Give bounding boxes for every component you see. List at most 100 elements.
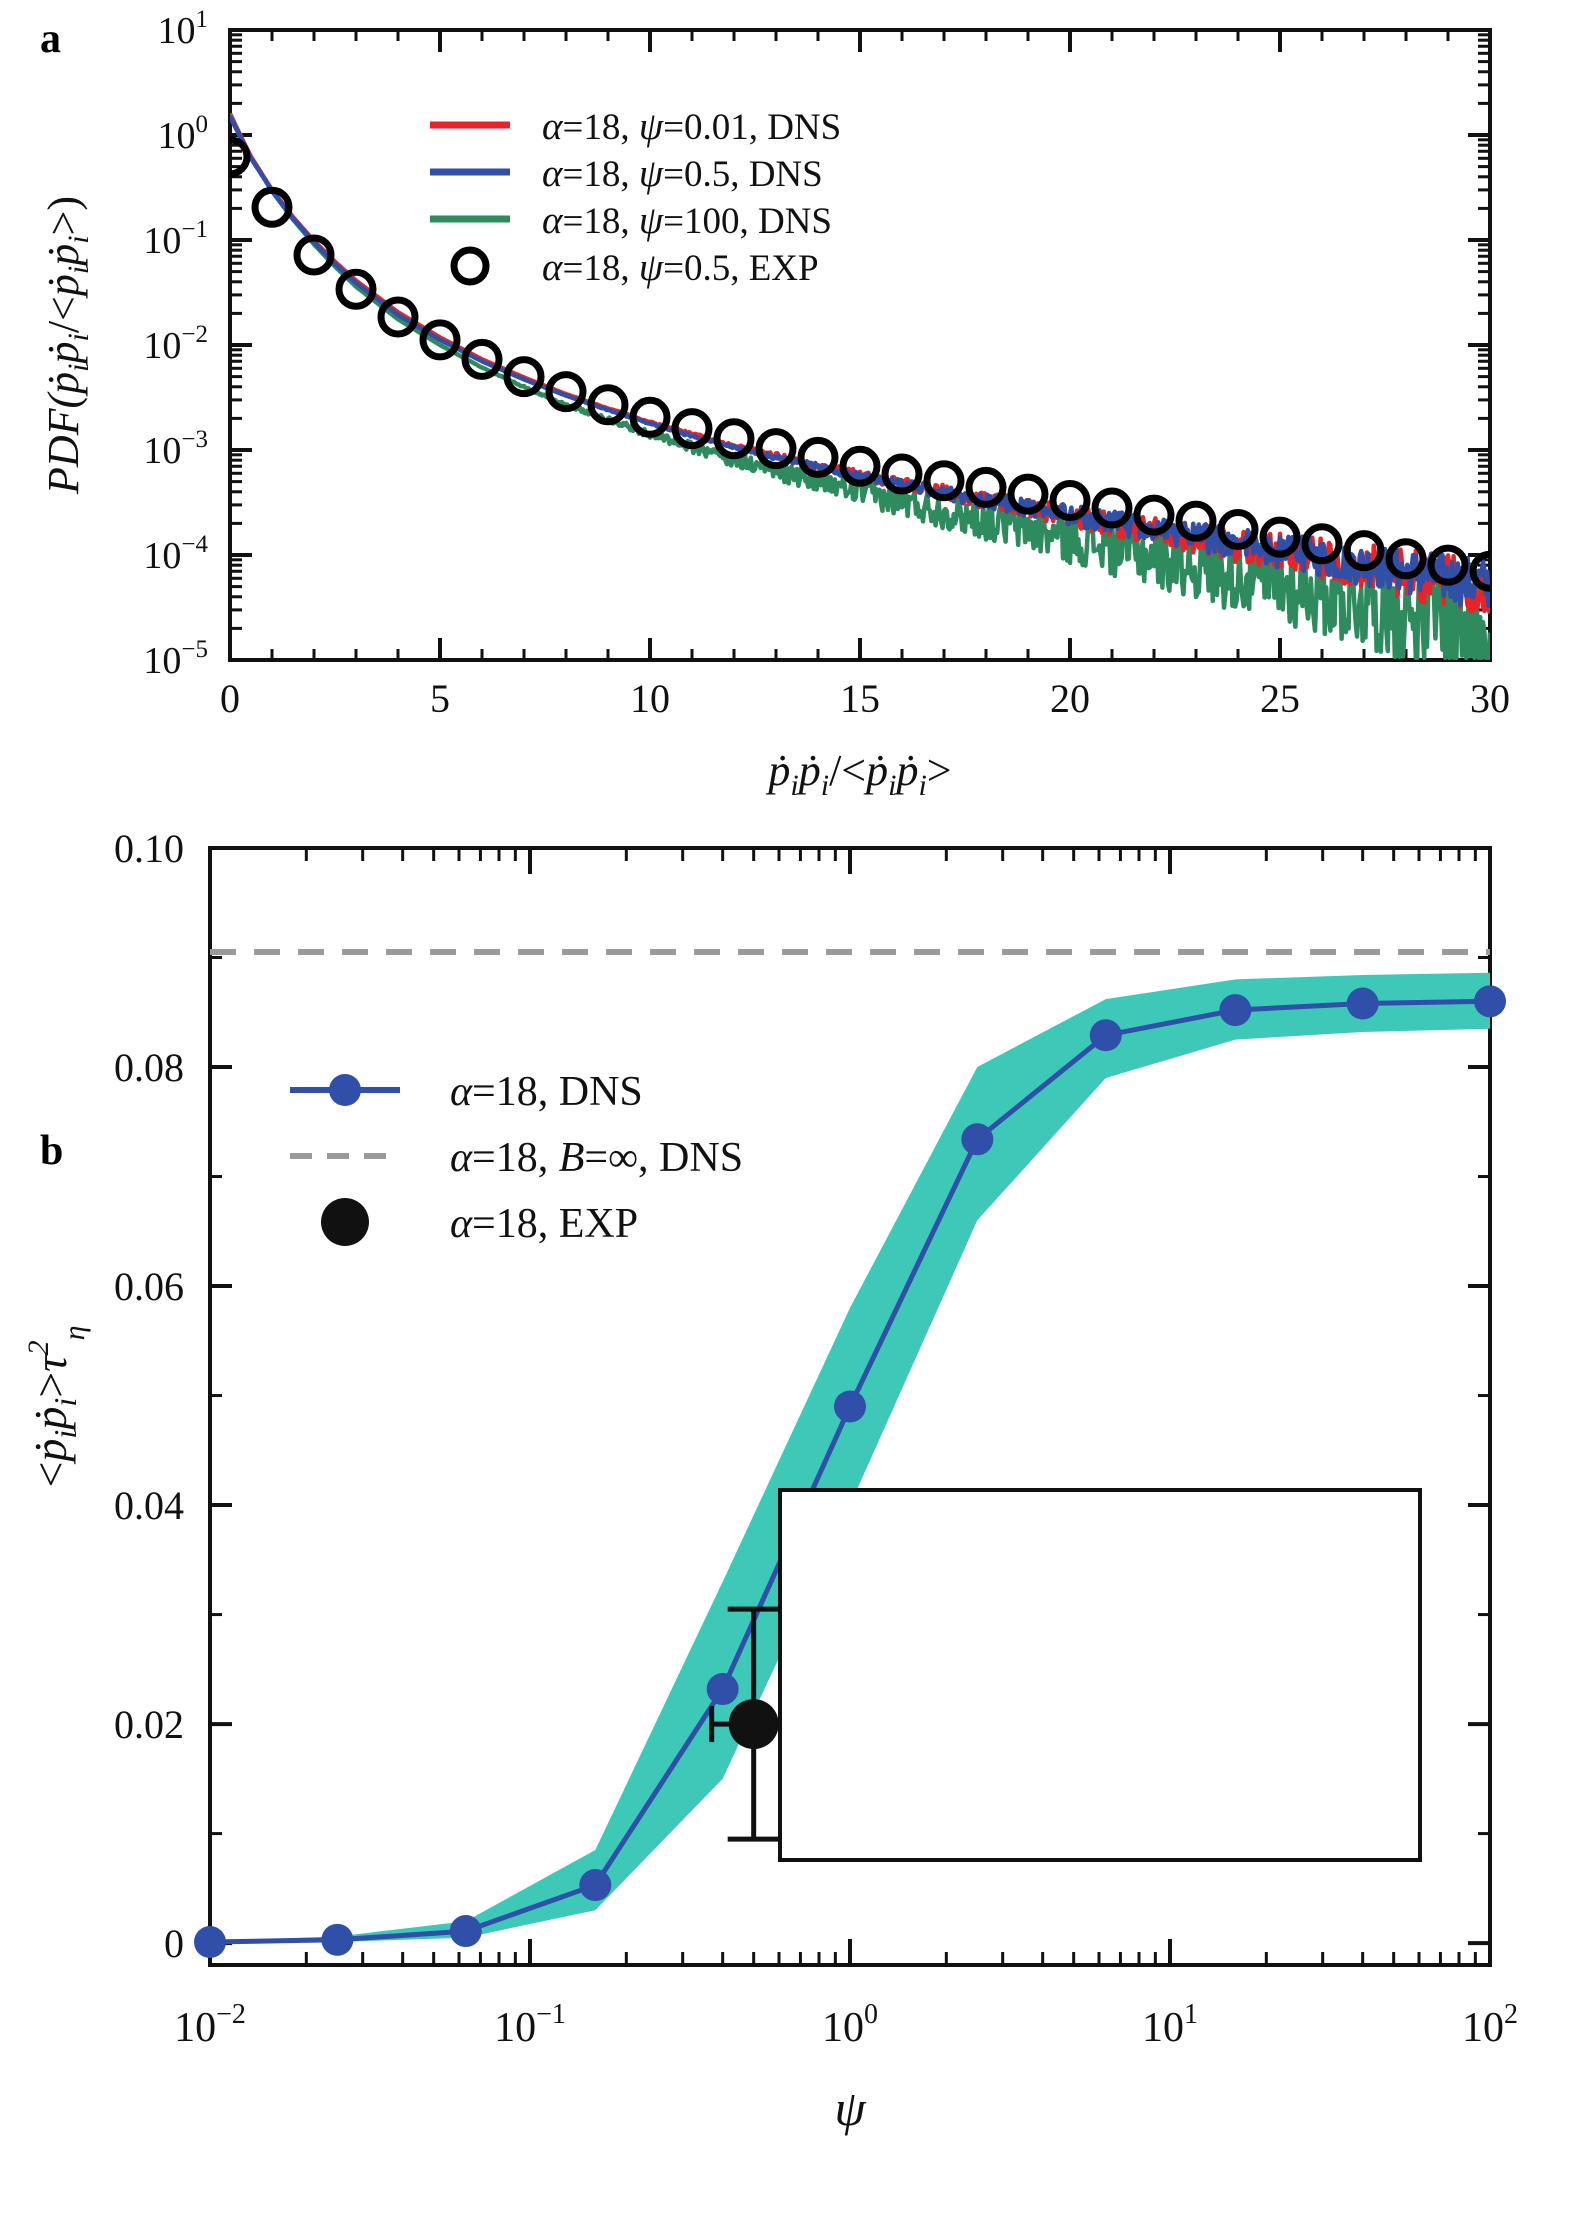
x-tick-label: 15 <box>840 676 880 721</box>
open-circle-marker <box>1259 516 1301 558</box>
svg-text:100: 100 <box>822 1999 878 2051</box>
open-circle-marker <box>965 466 1007 508</box>
y-tick-label: 10−4 <box>143 531 208 577</box>
svg-text:102: 102 <box>1462 1999 1518 2051</box>
x-axis-label: ṗiṗi/<ṗiṗi> <box>765 746 951 800</box>
x-tick-label: 20 <box>1050 676 1090 721</box>
data-point-marker <box>961 1123 994 1156</box>
data-point-marker <box>1089 1019 1122 1052</box>
x-tick-label: 25 <box>1260 676 1300 721</box>
svg-text:10−5: 10−5 <box>143 636 208 682</box>
y-tick-label: 0.04 <box>114 1483 184 1528</box>
panel-a-letter: a <box>40 16 61 62</box>
legend-label: α=18, EXP <box>450 1201 638 1247</box>
open-circle-marker <box>251 186 293 228</box>
svg-text:<ṗiṗi>τ2η: <ṗiṗi>τ2η <box>22 1325 91 1487</box>
y-tick-label: 10−5 <box>143 636 208 682</box>
open-circle-marker <box>1343 530 1385 572</box>
x-tick-label: 0 <box>220 676 240 721</box>
data-point-marker <box>194 1926 226 1959</box>
open-circle-marker <box>419 319 461 361</box>
x-tick-label: 5 <box>430 676 450 721</box>
open-circle-marker <box>1385 538 1427 580</box>
y-tick-label: 0.06 <box>114 1264 184 1309</box>
open-circle-marker <box>377 296 419 338</box>
open-circle-marker <box>1091 487 1133 529</box>
x-tick-label: 30 <box>1470 676 1510 721</box>
open-circle-marker <box>1049 480 1091 522</box>
data-point-marker <box>1474 985 1506 1018</box>
open-circle-marker <box>335 268 377 310</box>
svg-text:10−1: 10−1 <box>143 216 208 262</box>
y-axis-label: <ṗiṗi>τ2η <box>22 1325 91 1487</box>
exp-filled-circle <box>728 1699 779 1750</box>
open-circle-marker <box>545 371 587 413</box>
open-circle-marker <box>1469 550 1490 592</box>
y-axis-label: PDF(ṗiṗi/<ṗiṗi>) <box>39 196 95 495</box>
x-tick-label: 10−2 <box>174 1999 246 2051</box>
open-circle-marker <box>587 384 629 426</box>
legend-swatch-filled-circle <box>321 1198 369 1246</box>
svg-text:10−4: 10−4 <box>143 531 208 577</box>
data-point-marker <box>579 1869 612 1902</box>
legend-label: α=18, ψ=0.5, DNS <box>542 152 823 195</box>
open-circle-marker <box>1427 544 1469 586</box>
y-tick-label: 10−3 <box>143 426 208 472</box>
panel-b-legend: α=18, DNS α=18, B=∞, DNS α=18, EXP <box>290 1069 743 1247</box>
y-tick-label: 0.10 <box>114 826 184 871</box>
legend-label: α=18, ψ=0.5, EXP <box>542 246 819 289</box>
curves <box>230 112 1490 660</box>
series-line <box>230 115 1490 608</box>
open-circle-marker <box>713 418 755 460</box>
y-tick-label: 10−1 <box>143 216 208 262</box>
legend-label: α=18, B=∞, DNS <box>450 1135 743 1181</box>
series-line <box>230 112 1490 660</box>
svg-text:10−3: 10−3 <box>143 426 208 472</box>
x-tick-label: 102 <box>1462 1999 1518 2051</box>
panel-b-canvas: 0.10 0.08 0.06 0.04 0.02 0 10−2 10−1 100 101 102 α=… <box>22 826 1518 2136</box>
panel-a: a 101 100 10−1 10−2 10−3 10−4 10−5 0 5 10 15 20 25 30… <box>0 0 1575 800</box>
svg-text:10−1: 10−1 <box>494 1999 566 2051</box>
svg-text:10−2: 10−2 <box>174 1999 246 2051</box>
exp-markers <box>230 136 1490 592</box>
x-axis-label: ψ <box>834 2080 866 2136</box>
svg-text:PDF(ṗiṗi/<ṗiṗi>): PDF(ṗiṗi/<ṗiṗi>) <box>39 196 95 495</box>
legend-label: α=18, ψ=0.01, DNS <box>542 105 841 148</box>
open-circle-marker <box>1133 494 1175 536</box>
y-tick-label: 0 <box>164 1921 184 1966</box>
panel-a-plot: 101 100 10−1 10−2 10−3 10−4 10−5 0 5 10 15 20 25 30 α=… <box>39 6 1510 800</box>
legend-label: α=18, ψ=100, DNS <box>542 199 832 242</box>
panel-b-plot: 0.10 0.08 0.06 0.04 0.02 0 10−2 10−1 100 101 102 α=… <box>22 826 1518 2136</box>
data-point-marker <box>834 1390 866 1423</box>
open-circle-marker <box>230 136 251 178</box>
x-tick-label: 100 <box>822 1999 878 2051</box>
open-circle-marker <box>629 396 671 438</box>
legend-swatch-circle <box>329 1074 361 1106</box>
open-circle-marker <box>797 436 839 478</box>
open-circle-marker <box>1301 523 1343 565</box>
y-tick-label: 0.02 <box>114 1702 184 1747</box>
svg-text:101: 101 <box>1142 1999 1198 2051</box>
open-circle-marker <box>293 234 335 276</box>
open-circle-marker <box>881 453 923 495</box>
data-point-marker <box>1219 994 1252 1027</box>
x-tick-label: 101 <box>1142 1999 1198 2051</box>
data-point-marker <box>321 1923 354 1956</box>
legend-label: α=18, DNS <box>450 1069 643 1115</box>
legend-swatch-circle <box>450 246 490 286</box>
open-circle-marker <box>755 428 797 470</box>
svg-text:10−2: 10−2 <box>143 321 208 367</box>
panel-b: b 0.10 0.08 0.06 0.04 0.02 0 10−2 10−1 100 101 102… <box>0 800 1575 2215</box>
svg-text:101: 101 <box>158 6 209 52</box>
open-circle-marker <box>839 445 881 487</box>
panel-b-letter: b <box>40 1128 64 1174</box>
open-circle-marker <box>461 338 503 380</box>
open-circle-marker <box>1175 500 1217 542</box>
svg-text:100: 100 <box>158 111 209 157</box>
data-point-marker <box>706 1673 739 1706</box>
y-tick-label: 101 <box>158 6 209 52</box>
y-tick-label: 0.08 <box>114 1045 184 1090</box>
uncertainty-band <box>210 972 1490 1944</box>
open-circle-marker <box>1217 508 1259 550</box>
